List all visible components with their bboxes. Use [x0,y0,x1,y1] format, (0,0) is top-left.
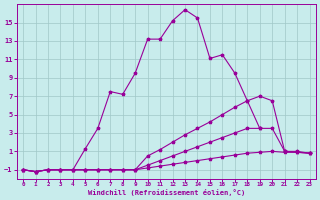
X-axis label: Windchill (Refroidissement éolien,°C): Windchill (Refroidissement éolien,°C) [88,189,245,196]
